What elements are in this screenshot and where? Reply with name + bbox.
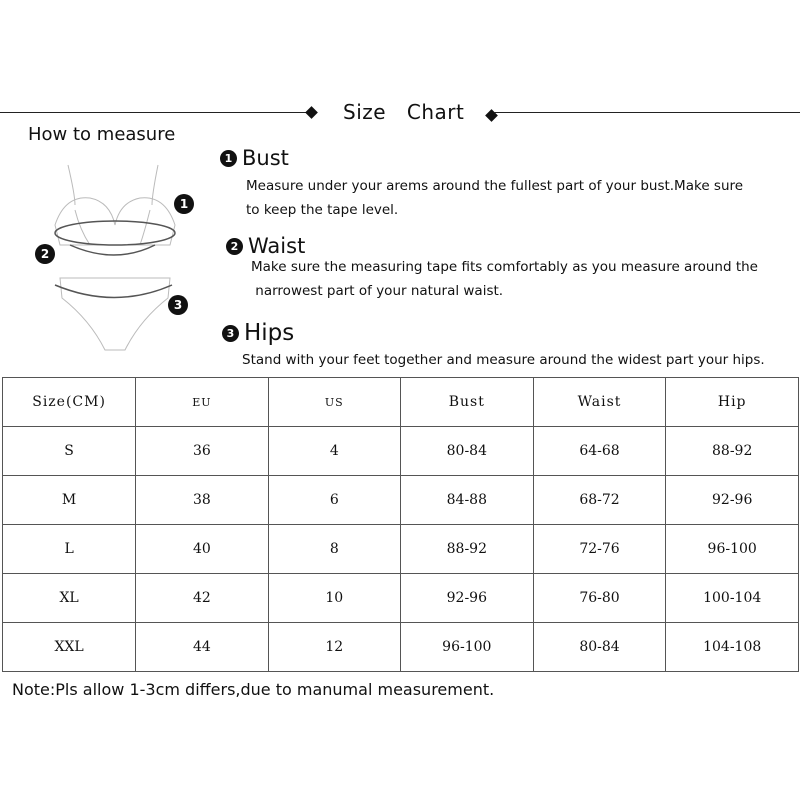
table-cell: 88-92 bbox=[399, 524, 534, 574]
table-cell: 104-108 bbox=[665, 622, 799, 672]
svg-text:3: 3 bbox=[174, 298, 182, 312]
table-row: XXL 44 12 96-100 80-84 104-108 bbox=[1, 622, 799, 672]
table-cell: 12 bbox=[267, 622, 401, 672]
desc-line: Measure under your arems around the full… bbox=[246, 178, 744, 194]
table-row: XL 42 10 92-96 76-80 100-104 bbox=[1, 573, 799, 623]
measurement-illustration: 1 2 3 bbox=[35, 164, 194, 351]
desc-line: to keep the tape level. bbox=[246, 202, 399, 218]
header-rule-right bbox=[494, 112, 800, 113]
table-cell: 36 bbox=[135, 426, 269, 476]
table-cell: 4 bbox=[267, 426, 401, 476]
section-title: Bust bbox=[242, 146, 289, 170]
desc-line: Make sure the measuring tape fits comfor… bbox=[251, 259, 758, 275]
table-header-row: Size(CM) EU US Bust Waist Hip bbox=[1, 377, 799, 427]
section-bust-title: 1 Bust bbox=[220, 146, 289, 170]
table-cell: S bbox=[1, 426, 137, 476]
table-cell: 42 bbox=[135, 573, 269, 623]
table-cell: 38 bbox=[135, 475, 269, 525]
header-cell: Size(CM) bbox=[1, 377, 137, 427]
header-cell: Bust bbox=[399, 377, 534, 427]
table-cell: M bbox=[1, 475, 137, 525]
header-rule-left bbox=[0, 112, 310, 113]
table-cell: 88-92 bbox=[665, 426, 799, 476]
table-row: L 40 8 88-92 72-76 96-100 bbox=[1, 524, 799, 574]
table-cell: 72-76 bbox=[532, 524, 667, 574]
table-cell: 96-100 bbox=[399, 622, 534, 672]
table-cell: 68-72 bbox=[532, 475, 667, 525]
note-text: Note:Pls allow 1-3cm differs,due to manu… bbox=[12, 680, 495, 699]
section-title: Hips bbox=[244, 320, 295, 346]
table-cell: 8 bbox=[267, 524, 401, 574]
header-cell: US bbox=[267, 377, 401, 427]
page-title: Size Chart bbox=[343, 100, 465, 124]
marker-1: 1 bbox=[174, 194, 194, 214]
table-row: S 36 4 80-84 64-68 88-92 bbox=[1, 426, 799, 476]
svg-text:2: 2 bbox=[41, 247, 49, 261]
marker-2: 2 bbox=[35, 244, 55, 264]
diamond-icon bbox=[305, 106, 318, 119]
number-1-icon: 1 bbox=[220, 149, 237, 167]
header-cell: Hip bbox=[665, 377, 799, 427]
number-2-icon: 2 bbox=[226, 237, 243, 255]
marker-3: 3 bbox=[168, 295, 188, 315]
table-cell: 10 bbox=[267, 573, 401, 623]
header-cell: EU bbox=[135, 377, 269, 427]
table-cell: 80-84 bbox=[399, 426, 534, 476]
section-hips-desc: Stand with your feet together and measur… bbox=[242, 348, 765, 372]
number-3-icon: 3 bbox=[222, 324, 239, 342]
table-cell: 6 bbox=[267, 475, 401, 525]
table-cell: 76-80 bbox=[532, 573, 667, 623]
table-cell: 64-68 bbox=[532, 426, 667, 476]
svg-text:1: 1 bbox=[180, 197, 188, 211]
table-cell: 100-104 bbox=[665, 573, 799, 623]
table-cell: 84-88 bbox=[399, 475, 534, 525]
table-cell: 80-84 bbox=[532, 622, 667, 672]
size-table: Size(CM) EU US Bust Waist Hip S 36 4 80-84 6… bbox=[1, 377, 799, 672]
header-cell: Waist bbox=[532, 377, 667, 427]
section-title: Waist bbox=[248, 234, 306, 258]
table-cell: 92-96 bbox=[665, 475, 799, 525]
table-row: M 38 6 84-88 68-72 92-96 bbox=[1, 475, 799, 525]
table-cell: 40 bbox=[135, 524, 269, 574]
section-hips-title: 3 Hips bbox=[222, 320, 294, 346]
section-bust-desc: Measure under your arems around the full… bbox=[246, 174, 743, 222]
table-cell: 92-96 bbox=[399, 573, 534, 623]
desc-line: Stand with your feet together and measur… bbox=[242, 352, 765, 368]
section-waist-title: 2 Waist bbox=[226, 234, 305, 258]
section-waist-desc: Make sure the measuring tape fits comfor… bbox=[251, 255, 758, 303]
how-to-measure-label: How to measure bbox=[28, 124, 176, 145]
desc-line: narrowest part of your natural waist. bbox=[251, 283, 504, 299]
table-cell: XL bbox=[1, 573, 137, 623]
table-cell: XXL bbox=[1, 622, 137, 672]
table-cell: 96-100 bbox=[665, 524, 799, 574]
table-cell: L bbox=[1, 524, 137, 574]
table-cell: 44 bbox=[135, 622, 269, 672]
